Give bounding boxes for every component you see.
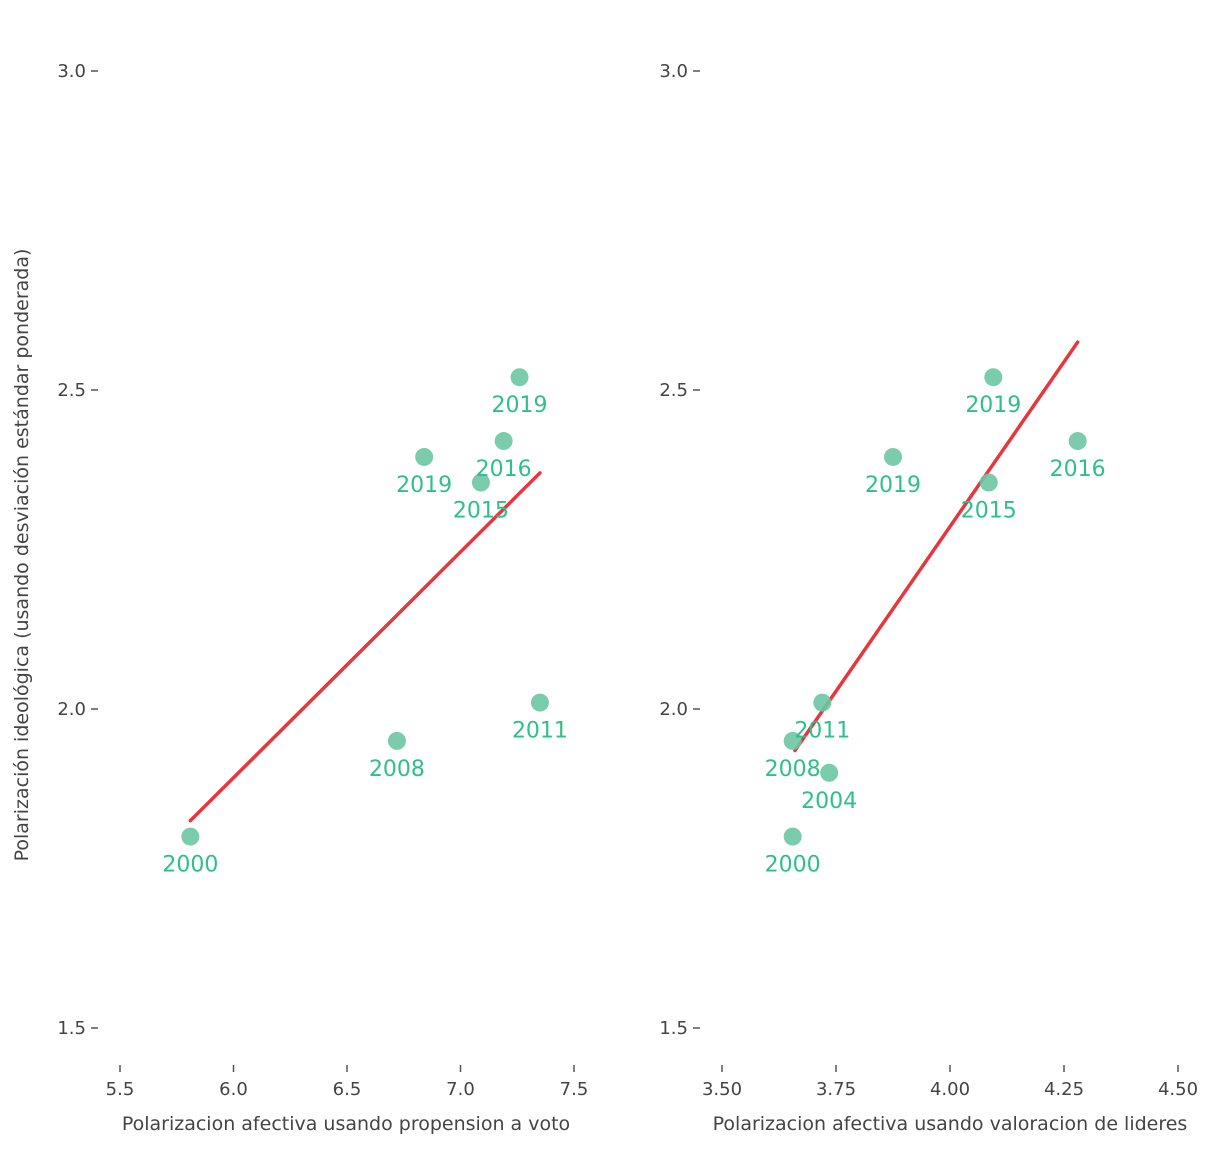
data-point-2019 — [415, 447, 434, 466]
panel-propension-voto: 1.5 2.0 2.5 3.0 5.5 6.0 6.5 7.0 7.5 Polarizacion … — [57, 61, 588, 1135]
y-tick-label: 2.0 — [659, 699, 688, 720]
data-point-2011 — [530, 693, 549, 712]
x-tick-label: 3.75 — [816, 1079, 856, 1100]
y-tick-label: 1.5 — [659, 1018, 688, 1039]
point-label-2011: 2011 — [794, 719, 850, 744]
point-label-2019: 2019 — [865, 473, 921, 498]
y-tick-label: 2.5 — [659, 380, 688, 401]
data-point-2008 — [387, 731, 406, 750]
x-axis-title: Polarizacion afectiva usando valoracion … — [713, 1113, 1188, 1135]
data-point-2019 — [884, 447, 902, 466]
point-label-2016: 2016 — [476, 457, 532, 482]
data-point-2008 — [783, 731, 802, 750]
x-tick-label: 3.50 — [702, 1079, 742, 1100]
x-tick-label: 5.5 — [106, 1079, 135, 1100]
point-label-2008: 2008 — [369, 757, 425, 782]
x-tick-label: 6.5 — [333, 1079, 362, 1100]
point-label-2011: 2011 — [512, 719, 568, 744]
point-label-2015: 2015 — [453, 499, 509, 524]
x-tick-label: 4.25 — [1044, 1079, 1084, 1100]
fit-line — [793, 340, 1080, 753]
point-label-2000: 2000 — [162, 853, 218, 878]
data-point-2000 — [783, 827, 802, 846]
point-label-2016: 2016 — [1050, 457, 1106, 482]
y-tick-label: 2.0 — [57, 699, 86, 720]
data-point-2011 — [813, 693, 832, 712]
x-tick-label: 4.50 — [1158, 1079, 1198, 1100]
data-point-2015 — [471, 473, 490, 492]
y-tick-label: 2.5 — [57, 380, 86, 401]
point-label-2004: 2004 — [801, 789, 857, 814]
data-point-2016 — [1068, 432, 1087, 451]
y-tick-label: 3.0 — [659, 61, 688, 82]
point-label-2008: 2008 — [765, 757, 821, 782]
data-point-2004 — [820, 763, 839, 782]
data-point-2019 — [984, 368, 1003, 387]
y-axis-title: Polarización ideológica (usando desviaci… — [11, 249, 33, 862]
y-tick-label: 3.0 — [57, 61, 86, 82]
fit-line — [188, 471, 542, 823]
data-point-2015 — [979, 473, 998, 492]
x-tick-label: 6.0 — [219, 1079, 248, 1100]
point-label-2019: 2019 — [492, 393, 548, 418]
x-axis-title: Polarizacion afectiva usando propension … — [122, 1113, 570, 1135]
point-label-2019: 2019 — [965, 393, 1021, 418]
data-point-2019 — [510, 368, 529, 387]
x-tick-label: 7.5 — [560, 1079, 589, 1100]
data-point-2000 — [181, 827, 200, 846]
data-point-2016 — [494, 432, 513, 451]
panel-valoracion-lideres: 1.5 2.0 2.5 3.0 3.50 3.75 4.00 4.25 4.50 Polariza… — [659, 61, 1198, 1135]
point-label-2015: 2015 — [961, 499, 1017, 524]
x-tick-label: 4.00 — [930, 1079, 970, 1100]
y-tick-label: 1.5 — [57, 1018, 86, 1039]
point-label-2000: 2000 — [765, 853, 821, 878]
point-label-2019: 2019 — [396, 473, 452, 498]
x-tick-label: 7.0 — [446, 1079, 475, 1100]
